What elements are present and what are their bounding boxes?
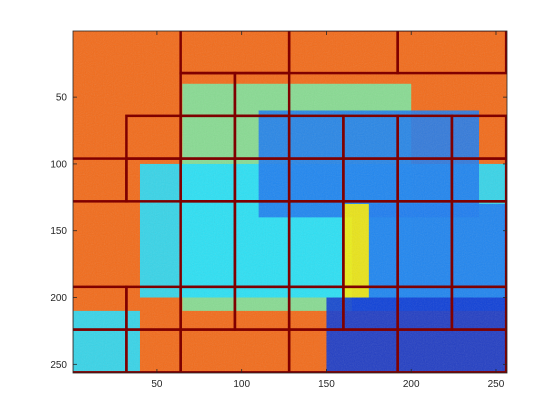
- quadtree-block-grid: [73, 31, 507, 373]
- y-tick-label: 150: [50, 226, 67, 237]
- x-tick-label: 150: [318, 379, 335, 390]
- x-axis: 50 100 150 200 250: [151, 31, 505, 390]
- y-tick-label: 250: [50, 360, 67, 371]
- quadtree-block: [396, 31, 507, 75]
- x-tick-label: 200: [403, 379, 420, 390]
- y-tick-label: 200: [50, 293, 67, 304]
- y-tick-label: 100: [50, 159, 67, 170]
- y-axis: 50 100 150 200 250: [50, 93, 507, 371]
- x-tick-label: 50: [151, 379, 163, 390]
- axes-frame: [72, 30, 508, 374]
- quadtree-block: [396, 328, 507, 373]
- x-tick-label: 250: [488, 379, 505, 390]
- x-tick-label: 100: [233, 379, 250, 390]
- y-tick-label: 50: [56, 93, 68, 104]
